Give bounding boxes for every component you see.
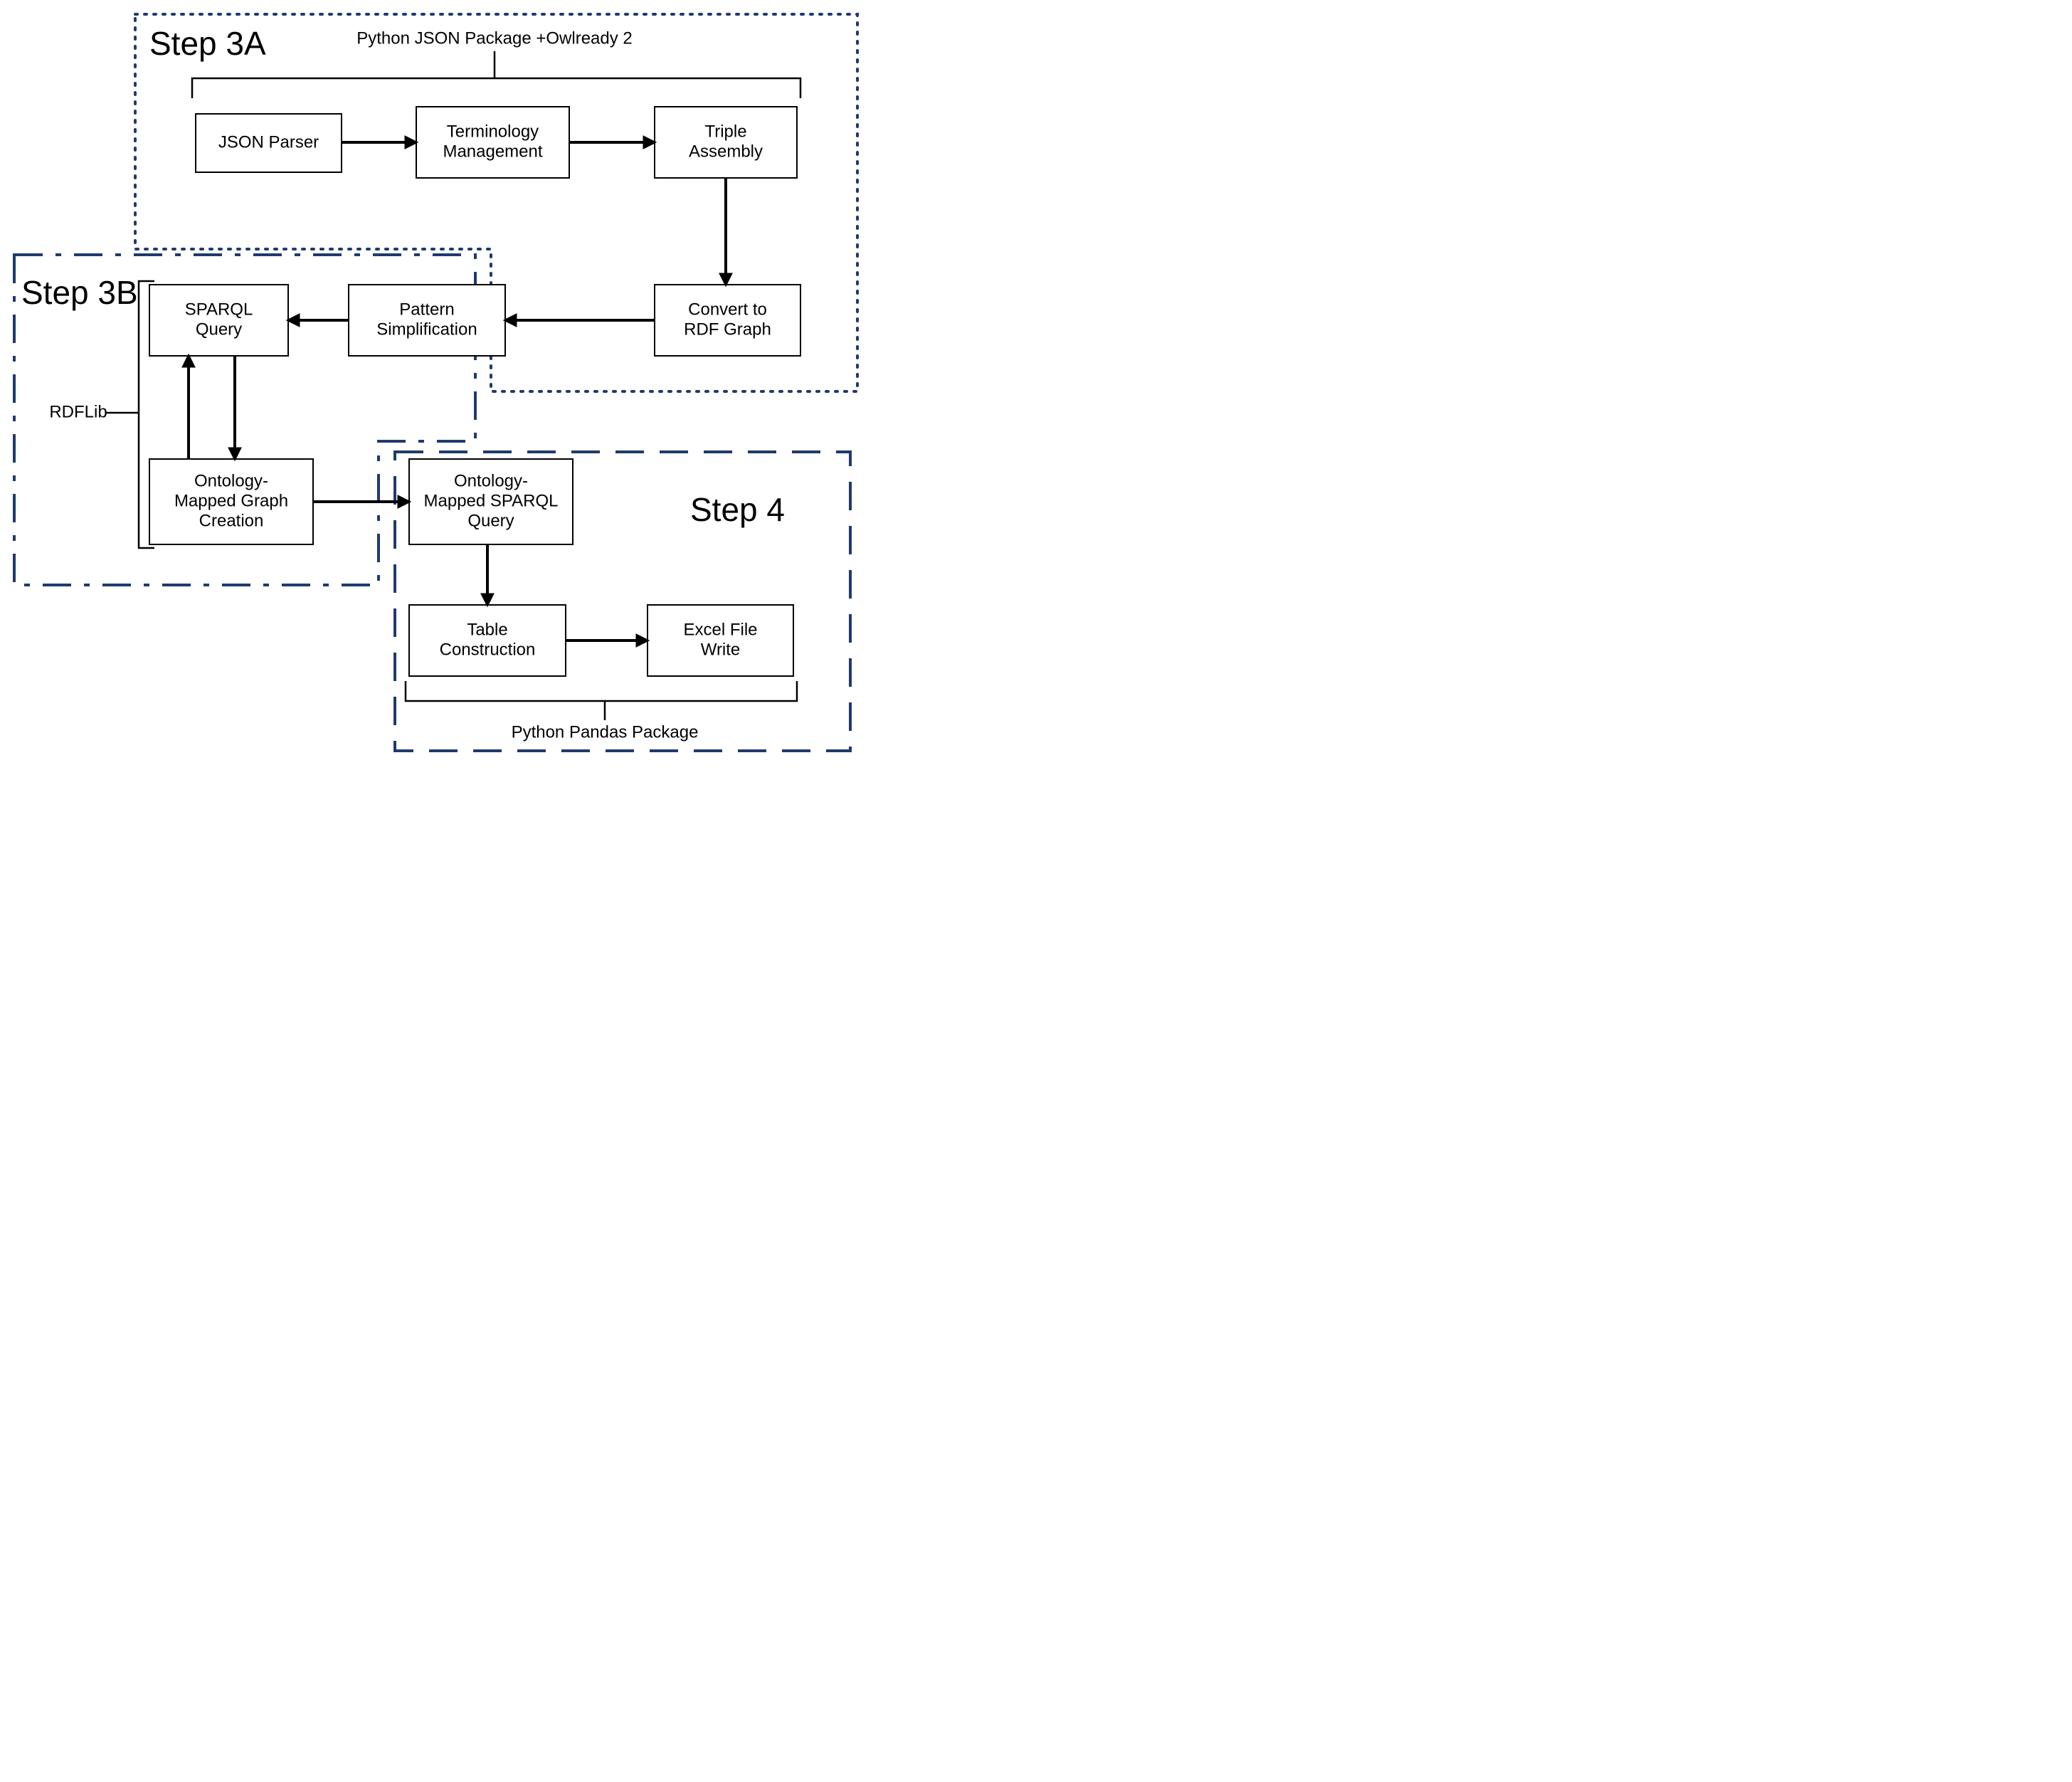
- box-triple_assembly-line0: Triple: [704, 122, 746, 141]
- bracket-bottom: [406, 681, 797, 701]
- box-convert_rdf-line0: Convert to: [688, 300, 767, 319]
- box-ontology_sparql-line2: Query: [467, 511, 514, 530]
- box-sparql_query-line0: SPARQL: [185, 300, 253, 319]
- box-ontology_graph-line2: Creation: [199, 511, 264, 530]
- label-step3b: Step 3B: [21, 274, 138, 311]
- box-table_constr-line0: Table: [467, 620, 507, 639]
- box-convert_rdf-line1: RDF Graph: [684, 320, 771, 339]
- box-pattern_simpl-line0: Pattern: [399, 300, 454, 319]
- box-table_constr-line1: Construction: [440, 640, 536, 659]
- label-step4: Step 4: [690, 491, 785, 528]
- box-ontology_graph-line0: Ontology-: [194, 471, 268, 490]
- box-sparql_query-line1: Query: [196, 320, 242, 339]
- label-step3a: Step 3A: [149, 25, 266, 62]
- box-excel_write-line0: Excel File: [683, 620, 757, 639]
- bracket-top: [192, 78, 800, 98]
- bracket-bottom-label: Python Pandas Package: [512, 722, 699, 742]
- box-triple_assembly-line1: Assembly: [689, 142, 763, 161]
- bracket-top-label: Python JSON Package +Owlready 2: [356, 28, 633, 48]
- box-ontology_graph-line1: Mapped Graph: [174, 491, 288, 510]
- box-ontology_sparql-line1: Mapped SPARQL: [424, 491, 559, 510]
- box-terminology-line0: Terminology: [447, 122, 539, 141]
- box-pattern_simpl-line1: Simplification: [376, 320, 477, 339]
- box-terminology-line1: Management: [443, 142, 542, 161]
- box-excel_write-line1: Write: [701, 640, 741, 659]
- box-ontology_sparql-line0: Ontology-: [454, 471, 528, 490]
- box-json_parser-line0: JSON Parser: [218, 132, 319, 152]
- bracket-left-label: RDFLib: [49, 402, 107, 421]
